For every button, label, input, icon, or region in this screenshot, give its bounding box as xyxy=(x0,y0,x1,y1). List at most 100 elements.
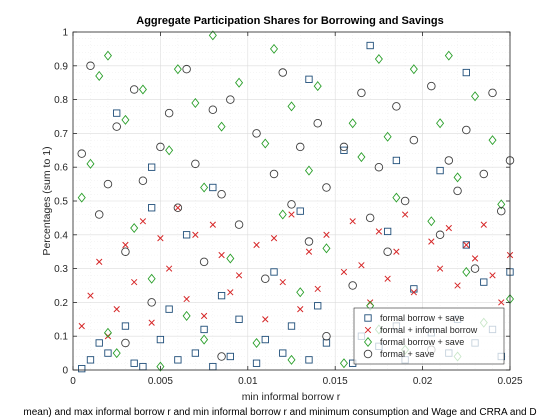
data-point xyxy=(287,101,296,112)
data-point xyxy=(86,158,95,169)
data-point xyxy=(479,169,489,179)
data-point xyxy=(488,135,497,146)
legend: formal borrow + save formal + informal bo… xyxy=(353,307,505,365)
data-point xyxy=(498,299,505,306)
data-point xyxy=(409,64,418,75)
data-point xyxy=(156,142,165,152)
data-point xyxy=(147,298,156,307)
data-point xyxy=(384,275,391,282)
data-point xyxy=(113,306,120,313)
data-point xyxy=(261,274,270,283)
data-point xyxy=(305,248,313,255)
data-point xyxy=(348,281,357,290)
data-point xyxy=(400,196,410,206)
data-point xyxy=(270,43,279,54)
data-point xyxy=(78,364,86,373)
data-point xyxy=(226,352,234,361)
data-point xyxy=(200,182,209,193)
data-point xyxy=(340,268,348,276)
data-point xyxy=(112,348,121,359)
data-point xyxy=(462,241,470,249)
data-point xyxy=(130,359,138,367)
data-point xyxy=(392,102,401,111)
data-point xyxy=(148,163,156,171)
data-point xyxy=(191,97,200,109)
data-point xyxy=(121,322,130,330)
data-point xyxy=(489,272,496,279)
data-point xyxy=(375,228,383,235)
data-point xyxy=(470,264,480,273)
data-point xyxy=(401,211,409,218)
legend-marker xyxy=(363,349,373,359)
data-point xyxy=(427,81,436,91)
data-point xyxy=(157,235,164,242)
data-point xyxy=(270,268,278,276)
y-tick-label: 0.8 xyxy=(54,95,68,106)
data-point xyxy=(314,302,322,310)
y-tick-label: 0.1 xyxy=(54,332,68,343)
data-point xyxy=(436,118,445,129)
data-point xyxy=(200,334,209,345)
data-point xyxy=(217,189,226,199)
data-point xyxy=(174,356,182,364)
data-point xyxy=(235,272,243,279)
data-point xyxy=(121,247,130,256)
x-tick-label: 0.005 xyxy=(148,376,173,387)
data-point xyxy=(182,310,191,321)
data-point xyxy=(409,135,419,145)
y-tick-label: 0.5 xyxy=(54,197,68,208)
data-point xyxy=(392,192,401,203)
data-point xyxy=(199,257,209,267)
data-point xyxy=(103,50,112,61)
data-point xyxy=(435,230,445,240)
data-point xyxy=(103,179,113,189)
data-point xyxy=(313,81,322,92)
data-point xyxy=(261,335,269,344)
data-point xyxy=(121,338,130,348)
data-point xyxy=(287,322,296,330)
data-point xyxy=(95,339,103,347)
data-point xyxy=(112,122,121,131)
data-point xyxy=(383,227,392,236)
x-axis-label: min informal borrow r xyxy=(242,391,341,403)
grid xyxy=(72,31,511,371)
data-point xyxy=(436,265,444,272)
data-point xyxy=(78,322,85,330)
legend-entry: formal + informal borrow xyxy=(380,325,478,335)
data-point xyxy=(121,114,130,125)
data-point xyxy=(94,210,104,219)
data-point xyxy=(410,289,418,296)
data-point xyxy=(322,331,331,341)
data-point xyxy=(287,200,296,209)
data-point xyxy=(279,278,286,286)
data-point xyxy=(148,319,155,326)
y-tick-label: 0.2 xyxy=(54,298,68,309)
x-tick-label: 0 xyxy=(70,376,76,387)
x-tick-label: 0.015 xyxy=(323,376,348,387)
data-point xyxy=(278,209,287,220)
data-point xyxy=(191,349,200,357)
data-point xyxy=(471,91,480,102)
data-point xyxy=(139,218,147,225)
y-tick-label: 0.9 xyxy=(54,61,68,72)
data-point xyxy=(138,176,148,185)
data-point xyxy=(313,119,322,128)
data-point xyxy=(339,142,349,152)
data-point xyxy=(252,359,261,367)
data-point xyxy=(366,41,374,50)
data-point xyxy=(314,285,321,293)
legend-marker xyxy=(364,314,372,322)
data-point xyxy=(208,30,217,41)
data-point xyxy=(374,54,383,65)
data-point xyxy=(173,64,182,75)
data-point xyxy=(165,145,174,156)
data-point xyxy=(444,50,453,61)
data-point xyxy=(453,172,462,183)
data-point xyxy=(392,156,401,165)
data-point xyxy=(183,295,190,303)
data-point xyxy=(304,237,314,246)
data-point xyxy=(87,292,94,299)
data-point xyxy=(304,165,313,176)
data-point xyxy=(445,224,452,232)
